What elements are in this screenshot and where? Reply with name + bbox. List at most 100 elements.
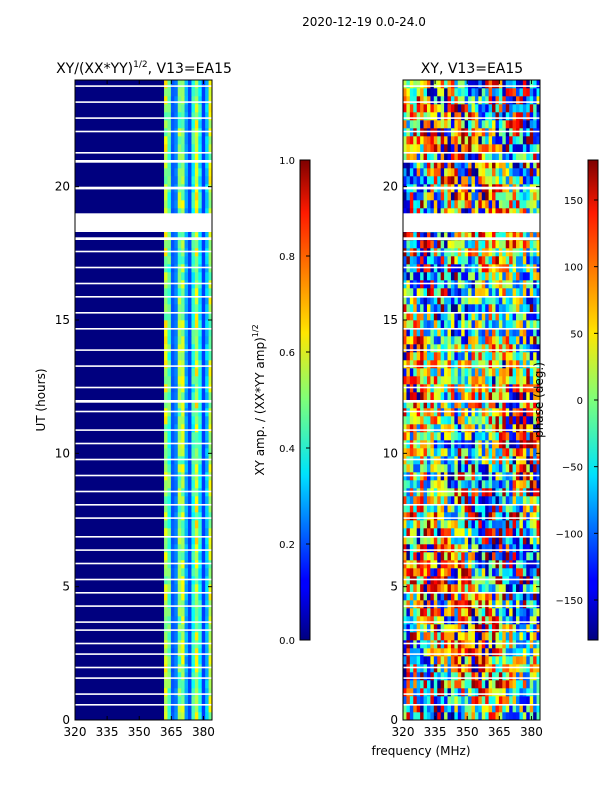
heatmap-cell	[485, 496, 489, 505]
heatmap-cell	[492, 528, 496, 537]
heatmap-cell	[177, 496, 182, 505]
heatmap-cell	[181, 544, 185, 553]
heatmap-cell	[430, 208, 435, 217]
heatmap-cell	[512, 528, 517, 537]
heatmap-cell	[461, 656, 465, 665]
heatmap-cell	[164, 680, 168, 689]
heatmap-cell	[198, 480, 203, 489]
heatmap-cell	[406, 88, 411, 97]
heatmap-cell	[461, 464, 465, 473]
heatmap-cell	[184, 288, 189, 297]
heatmap-cell	[536, 632, 541, 641]
heatmap-cell	[461, 552, 465, 561]
heatmap-cell	[529, 200, 534, 209]
heatmap-cell	[457, 648, 462, 657]
heatmap-cell	[437, 400, 441, 409]
heatmap-cell	[184, 584, 189, 593]
heatmap-cell	[444, 704, 448, 713]
heatmap-cell	[450, 208, 455, 217]
heatmap-cell	[454, 176, 459, 185]
heatmap-cell	[478, 504, 483, 513]
heatmap-cell	[423, 520, 428, 529]
heatmap-cell	[505, 512, 510, 521]
heatmap-cell	[413, 368, 417, 377]
heatmap-cell	[440, 336, 445, 345]
heatmap-cell	[495, 520, 500, 529]
heatmap-cell	[433, 600, 438, 609]
heatmap-cell	[174, 176, 179, 185]
heatmap-cell	[188, 352, 192, 361]
heatmap-cell	[430, 680, 435, 689]
heatmap-cell	[416, 608, 421, 617]
heatmap-cell	[474, 464, 479, 473]
heatmap-cell	[164, 632, 168, 641]
heatmap-cell	[519, 680, 524, 689]
heatmap-cell	[198, 272, 203, 281]
heatmap-cell	[191, 712, 196, 721]
heatmap-cell	[495, 376, 500, 385]
heatmap-cell	[194, 304, 199, 313]
heatmap-cell	[509, 112, 513, 121]
heatmap-cell	[188, 160, 192, 169]
heatmap-cell	[474, 192, 479, 201]
heatmap-cell	[471, 512, 476, 521]
heatmap-cell	[505, 240, 510, 249]
heatmap-cell	[485, 88, 489, 97]
heatmap-cell	[519, 416, 524, 425]
heatmap-cell	[433, 512, 438, 521]
heatmap-cell	[471, 680, 476, 689]
y-tick-label: 5	[62, 580, 70, 594]
heatmap-cell	[450, 416, 455, 425]
heatmap-cell	[461, 256, 465, 265]
heatmap-cell	[409, 112, 414, 121]
heatmap-cell	[177, 144, 182, 153]
heatmap-cell	[416, 320, 421, 329]
heatmap-cell	[516, 680, 520, 689]
heatmap-cell	[174, 336, 179, 345]
heatmap-cell	[426, 160, 431, 169]
heatmap-cell	[522, 360, 527, 369]
heatmap-cell	[498, 360, 503, 369]
heatmap-cell	[516, 328, 520, 337]
heatmap-cell	[509, 496, 513, 505]
heatmap-cell	[450, 568, 455, 577]
heatmap-cell	[413, 704, 417, 713]
heatmap-cell	[437, 512, 441, 521]
heatmap-cell	[492, 112, 496, 121]
heatmap-cell	[481, 344, 486, 353]
heatmap-cell	[208, 480, 213, 489]
flag-gap	[75, 642, 212, 645]
heatmap-cell	[468, 312, 472, 321]
heatmap-cell	[164, 528, 168, 537]
heatmap-cell	[457, 376, 462, 385]
heatmap-cell	[406, 336, 411, 345]
heatmap-cell	[474, 80, 479, 89]
heatmap-cell	[519, 88, 524, 97]
heatmap-cell	[406, 544, 411, 553]
amplitude-colorbar-gradient	[299, 159, 311, 641]
heatmap-cell	[492, 552, 496, 561]
heatmap-cell	[167, 544, 172, 553]
heatmap-cell	[481, 304, 486, 313]
heatmap-cell	[502, 632, 507, 641]
heatmap-cell	[512, 120, 517, 129]
heatmap-cell	[191, 120, 196, 129]
heatmap-cell	[447, 232, 452, 241]
heatmap-cell	[403, 96, 407, 105]
heatmap-cell	[516, 432, 520, 441]
heatmap-cell	[440, 352, 445, 361]
heatmap-cell	[409, 536, 414, 545]
heatmap-cell	[420, 312, 424, 321]
heatmap-cell	[433, 144, 438, 153]
heatmap-cell	[430, 152, 435, 161]
heatmap-cell	[170, 608, 175, 617]
heatmap-cell	[191, 368, 196, 377]
heatmap-cell	[450, 400, 455, 409]
heatmap-cell	[481, 112, 486, 121]
heatmap-cell	[198, 112, 203, 121]
heatmap-cell	[481, 704, 486, 713]
heatmap-cell	[170, 352, 175, 361]
heatmap-cell	[406, 344, 411, 353]
heatmap-cell	[516, 400, 520, 409]
heatmap-cell	[478, 352, 483, 361]
